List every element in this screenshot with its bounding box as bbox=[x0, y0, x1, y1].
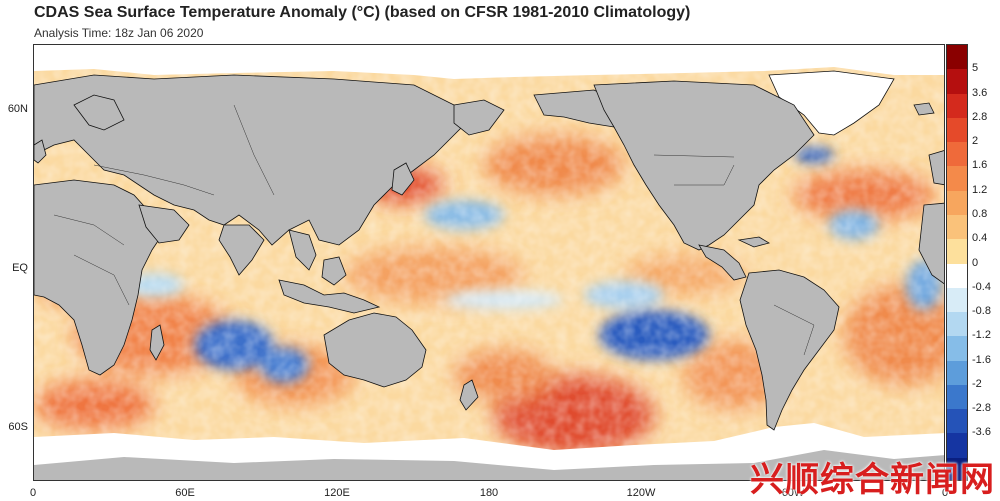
colorbar-tick-label: -0.4 bbox=[972, 280, 991, 293]
border-line bbox=[674, 164, 735, 186]
lat-label-60s: 60S bbox=[8, 421, 28, 434]
lon-label-1: 60E bbox=[175, 487, 195, 499]
colorbar-segment bbox=[947, 457, 967, 480]
colorbar-segment bbox=[947, 409, 967, 434]
colorbar-segment bbox=[947, 190, 967, 216]
lon-label-5: 60W bbox=[781, 487, 805, 499]
philippines-borneo bbox=[321, 256, 347, 286]
site-watermark: 兴顺综合新闻网 bbox=[750, 460, 995, 500]
colorbar-tick-label: -0.8 bbox=[972, 305, 991, 318]
colorbar bbox=[946, 44, 968, 481]
south-america-land bbox=[739, 269, 840, 431]
colorbar-segment bbox=[947, 93, 967, 119]
colorbar-segment bbox=[947, 433, 967, 459]
australia-land bbox=[323, 312, 427, 388]
map-title: CDAS Sea Surface Temperature Anomaly (°C… bbox=[34, 4, 691, 21]
british-isles bbox=[34, 139, 47, 164]
colorbar-tick-label: -2.8 bbox=[972, 402, 991, 415]
colorbar-tick-label: 2 bbox=[972, 135, 979, 148]
arabia bbox=[138, 204, 190, 244]
sst-anomaly-map bbox=[33, 44, 945, 481]
lon-label-0: 0 bbox=[29, 487, 37, 499]
lon-label-4: 120W bbox=[626, 487, 656, 499]
west-africa-edge bbox=[918, 202, 944, 285]
scandinavia bbox=[73, 94, 125, 131]
colorbar-segment bbox=[947, 117, 967, 143]
madagascar bbox=[149, 324, 165, 361]
arctic-ice bbox=[34, 45, 944, 79]
border-line bbox=[773, 304, 815, 356]
colorbar-segment bbox=[947, 287, 967, 313]
border-line bbox=[53, 214, 125, 246]
colorbar-segment bbox=[947, 45, 967, 70]
colorbar-tick-label: 3.6 bbox=[972, 86, 988, 99]
lon-label-6: 0 bbox=[941, 487, 949, 499]
colorbar-segment bbox=[947, 214, 967, 240]
central-america bbox=[698, 244, 747, 281]
colorbar-segment bbox=[947, 239, 967, 264]
colorbar-segment bbox=[947, 69, 967, 95]
country-borders bbox=[53, 104, 815, 356]
colorbar-tick-label: 0 bbox=[972, 256, 979, 269]
map-canvas bbox=[34, 45, 944, 480]
colorbar-tick-label: 0.8 bbox=[972, 207, 988, 220]
colorbar-tick-label: 5 bbox=[972, 62, 979, 75]
colorbar-segment bbox=[947, 384, 967, 410]
colorbar-tick-label: -2 bbox=[972, 377, 982, 390]
indonesia bbox=[278, 279, 381, 314]
lon-label-2: 120E bbox=[324, 487, 350, 499]
colorbar-tick-label: 0.4 bbox=[972, 232, 988, 245]
western-europe-edge bbox=[928, 150, 944, 186]
africa-land bbox=[34, 179, 163, 376]
new-zealand bbox=[459, 379, 479, 411]
border-line bbox=[653, 154, 735, 158]
colorbar-tick-label: -1.2 bbox=[972, 329, 991, 342]
colorbar-segment bbox=[947, 263, 967, 289]
caribbean-islands bbox=[737, 236, 771, 248]
eurasia-land bbox=[34, 74, 475, 246]
border-line bbox=[93, 164, 215, 196]
kamchatka bbox=[453, 99, 505, 136]
colorbar-segment bbox=[947, 336, 967, 362]
border-line bbox=[73, 254, 130, 306]
lat-label-60n: 60N bbox=[7, 103, 28, 116]
southeast-asia bbox=[288, 229, 317, 271]
colorbar-tick-label: -1.6 bbox=[972, 353, 991, 366]
colorbar-segment bbox=[947, 360, 967, 386]
india bbox=[218, 224, 265, 276]
colorbar-tick-label: 1.2 bbox=[972, 183, 988, 196]
colorbar-tick-label: 1.6 bbox=[972, 159, 988, 172]
border-line bbox=[233, 104, 275, 196]
colorbar-segment bbox=[947, 312, 967, 337]
north-america-land bbox=[593, 80, 815, 251]
colorbar-tick-label: 2.8 bbox=[972, 110, 988, 123]
lat-label-eq: EQ bbox=[12, 262, 28, 275]
analysis-time: Analysis Time: 18z Jan 06 2020 bbox=[34, 26, 204, 40]
colorbar-segment bbox=[947, 166, 967, 192]
antarctica bbox=[34, 450, 944, 480]
colorbar-tick-label: -3.6 bbox=[972, 426, 991, 439]
colorbar-segment bbox=[947, 142, 967, 167]
iceland bbox=[913, 102, 935, 116]
lon-label-3: 180 bbox=[479, 487, 499, 499]
japan bbox=[391, 162, 415, 196]
